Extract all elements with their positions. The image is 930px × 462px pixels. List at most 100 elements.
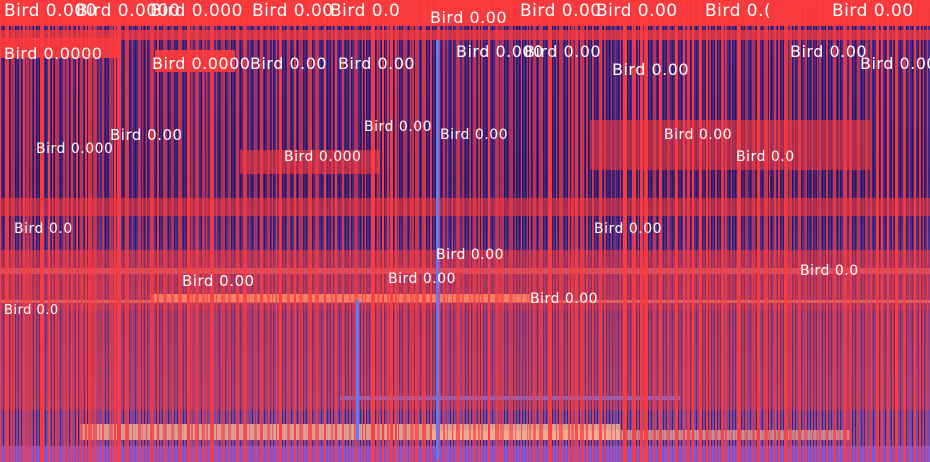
detection-label: Bird 0.00: [832, 1, 914, 21]
detection-box: [870, 0, 872, 462]
detection-box: [659, 0, 662, 462]
detection-box: [243, 0, 247, 462]
detection-label: Bird 0.00: [250, 54, 328, 73]
detection-box: [798, 0, 801, 462]
detection-box: [752, 0, 755, 462]
detection-box: [48, 0, 50, 462]
detection-region: [0, 250, 930, 310]
detection-box: [812, 0, 813, 462]
detection-box: [287, 0, 290, 462]
detection-box: [527, 0, 528, 462]
detection-box: [784, 0, 788, 462]
detection-box: [30, 0, 32, 462]
detection-box: [19, 0, 21, 462]
detection-box: [157, 0, 159, 462]
detection-box: [52, 0, 53, 462]
detection-region: [240, 150, 380, 174]
detection-box: [599, 0, 602, 462]
detection-label: Bird 0.000: [36, 141, 114, 157]
detection-box: [500, 0, 504, 462]
detection-label: Bird 0.0: [14, 221, 73, 237]
detection-box: [150, 0, 154, 462]
detection-box: [575, 0, 578, 462]
detection-box: [725, 0, 727, 462]
detection-box: [745, 0, 748, 462]
detection-box: [276, 0, 277, 462]
detection-box: [794, 0, 795, 462]
detection-box: [706, 0, 708, 462]
detection-box: [216, 0, 217, 462]
spectral-band: [0, 30, 930, 40]
detection-box: [515, 0, 516, 462]
detection-box: [390, 0, 393, 462]
detection-box: [478, 0, 480, 462]
detection-box: [715, 0, 717, 462]
detection-box: [249, 0, 250, 462]
detection-box: [620, 0, 621, 462]
detection-box: [876, 0, 879, 462]
detection-label: Bird 0.000: [284, 149, 362, 165]
detection-label: Bird 0.00: [860, 54, 930, 73]
detection-box: [191, 0, 193, 462]
detection-box: [102, 0, 104, 462]
detection-region: [155, 50, 235, 72]
detection-box: [254, 0, 257, 462]
detection-box: [88, 0, 92, 462]
detection-box: [354, 0, 358, 462]
detection-box: [382, 0, 384, 462]
detection-box: [611, 0, 612, 462]
detection-box: [895, 0, 898, 462]
detection-box: [923, 0, 924, 462]
detection-box: [371, 0, 375, 462]
detection-box: [737, 0, 741, 462]
detection-box: [580, 0, 584, 462]
detection-box: [114, 0, 116, 462]
detection-region: [0, 38, 120, 58]
detection-box: [447, 0, 448, 462]
detection-box: [881, 0, 883, 462]
detection-box: [764, 0, 768, 462]
detection-box: [683, 0, 685, 462]
detection-box: [675, 0, 678, 462]
detection-box: [221, 0, 225, 462]
detection-box: [927, 0, 928, 462]
detection-box: [804, 0, 807, 462]
detection-box: [559, 0, 563, 462]
detection-region: [0, 310, 930, 410]
detection-box: [892, 0, 893, 462]
detection-label: Bird 0.00: [436, 247, 505, 263]
detection-label: Bird 0.00: [664, 127, 733, 143]
detection-box: [452, 0, 453, 462]
detection-box: [117, 0, 121, 462]
detection-box: [331, 0, 333, 462]
detection-box: [509, 0, 513, 462]
detection-label: Bird 0.00: [182, 272, 255, 290]
detection-box: [919, 0, 921, 462]
detection-box: [93, 0, 97, 462]
detection-box: [422, 0, 426, 462]
detection-box: [324, 0, 326, 462]
detection-box: [294, 0, 296, 462]
detection-box: [644, 0, 648, 462]
detection-box: [228, 0, 231, 462]
detection-box: [456, 0, 460, 462]
detection-box: [76, 0, 78, 462]
detection-label: Bird 0.00: [364, 119, 433, 135]
detection-box: [539, 0, 543, 462]
detection-box: [71, 0, 73, 462]
detection-box: [778, 0, 780, 462]
detection-box: [362, 0, 363, 462]
detection-box: [210, 0, 214, 462]
detection-label: Bird 0.000: [150, 1, 243, 21]
detection-box: [849, 0, 852, 462]
detection-box: [521, 0, 522, 462]
detection-box: [387, 0, 389, 462]
detection-box: [721, 0, 724, 462]
detection-box: [146, 0, 147, 462]
detection-box: [195, 0, 199, 462]
detection-box: [80, 0, 83, 462]
detection-label: Bird 0.0: [330, 1, 401, 21]
detection-box: [85, 0, 87, 462]
detection-box: [187, 0, 190, 462]
detection-box: [236, 0, 239, 462]
